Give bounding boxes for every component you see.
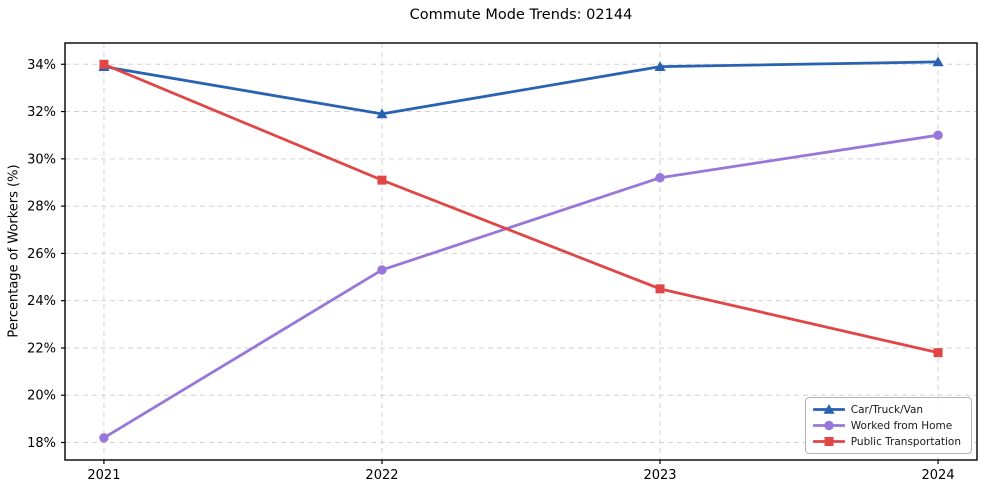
- data-point-worked-from-home: [655, 173, 665, 183]
- legend-square-marker-icon: [812, 437, 845, 446]
- data-point-public-transportation: [933, 348, 943, 358]
- data-point-car-truck-van: [654, 61, 666, 71]
- series-line-public-transportation: [102, 62, 940, 355]
- data-point-car-truck-van: [376, 108, 388, 119]
- legend-item-public-transportation: Public Transportation: [812, 435, 961, 448]
- data-point-public-transportation: [377, 175, 387, 185]
- legend-label: Car/Truck/Van: [850, 403, 924, 416]
- data-point-worked-from-home: [377, 265, 387, 275]
- axes-spines: [64, 42, 978, 461]
- legend-circle-marker-icon: [812, 420, 845, 431]
- data-point-worked-from-home: [933, 130, 943, 140]
- series-worked-from-home: [99, 130, 943, 443]
- legend-item-car-truck-van: Car/Truck/Van: [812, 403, 961, 416]
- data-point-worked-from-home: [99, 433, 109, 443]
- y-tick-label: 32%: [27, 105, 56, 120]
- series-line-worked-from-home: [102, 133, 940, 440]
- legend-sample-marker: [824, 420, 834, 431]
- chart-title: Commute Mode Trends: 02144: [409, 7, 633, 23]
- data-point-car-truck-van: [932, 56, 944, 67]
- legend-box: Car/Truck/Van Worked from Home Public Tran…: [804, 397, 972, 454]
- series-line-car-truck-van: [102, 60, 940, 116]
- legend-label: Worked from Home: [850, 419, 953, 432]
- y-tick-label: 18%: [27, 436, 56, 451]
- series-public-transportation: [99, 59, 943, 358]
- y-tick-label: 22%: [27, 341, 56, 356]
- legend-sample-marker: [824, 437, 834, 446]
- y-tick-label: 30%: [27, 152, 56, 167]
- y-tick-label: 24%: [27, 294, 56, 309]
- legend-item-worked-from-home: Worked from Home: [812, 419, 961, 432]
- y-tick-label: 34%: [27, 58, 56, 73]
- data-point-public-transportation: [655, 284, 665, 294]
- series-car-truck-van: [98, 56, 944, 119]
- legend-label: Public Transportation: [850, 435, 961, 448]
- data-point-public-transportation: [99, 59, 109, 69]
- y-tick-label: 20%: [27, 389, 56, 404]
- x-tick-label: 2022: [365, 468, 398, 483]
- x-tick-label: 2023: [643, 468, 676, 483]
- y-tick-label: 28%: [27, 200, 56, 215]
- x-tick-label: 2024: [922, 468, 955, 483]
- legend-sample-marker: [823, 404, 835, 414]
- legend-triangle-marker-icon: [812, 404, 845, 414]
- x-tick-label: 2021: [87, 468, 120, 483]
- y-tick-label: 26%: [27, 247, 56, 262]
